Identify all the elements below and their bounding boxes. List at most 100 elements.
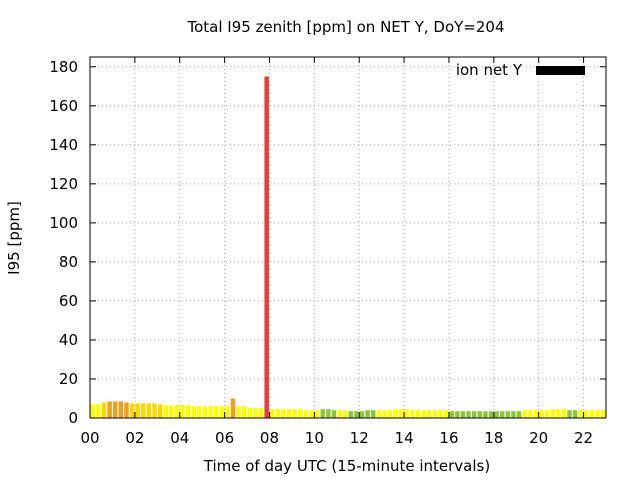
bar: [225, 406, 230, 418]
bar: [584, 410, 589, 418]
bar: [303, 410, 309, 418]
bar: [242, 406, 247, 418]
x-tick-label: 06: [215, 429, 234, 447]
y-tick-label: 160: [49, 97, 78, 115]
bar: [236, 406, 241, 418]
bar: [589, 410, 595, 418]
x-tick-label: 10: [305, 429, 324, 447]
y-tick-label: 80: [59, 253, 78, 271]
bar: [174, 405, 180, 418]
bar: [270, 409, 275, 418]
bar: [415, 410, 421, 418]
legend-label: ion net Y: [456, 61, 523, 79]
bar: [124, 402, 129, 418]
bar: [516, 411, 522, 418]
bar: [561, 409, 567, 418]
bar: [522, 410, 527, 418]
bar: [169, 405, 174, 418]
bar: [449, 411, 455, 418]
x-tick-label: 08: [260, 429, 279, 447]
x-tick-label: 12: [350, 429, 369, 447]
bar: [578, 410, 584, 418]
bar: [533, 410, 539, 418]
y-tick-label: 140: [49, 136, 78, 154]
x-tick-label: 20: [529, 429, 548, 447]
bar: [572, 410, 578, 418]
bar: [281, 409, 286, 418]
x-tick-label: 16: [439, 429, 458, 447]
bar: [101, 402, 107, 418]
y-axis-label: I95 [ppm]: [5, 201, 23, 275]
bar: [500, 411, 505, 418]
bar: [247, 408, 253, 418]
bar: [393, 409, 398, 418]
bar: [157, 404, 163, 418]
bar: [600, 410, 606, 418]
bar: [483, 411, 488, 418]
bar: [371, 410, 376, 418]
bar: [460, 411, 466, 418]
bar: [180, 405, 185, 418]
bars: [90, 76, 606, 418]
x-tick-label: 00: [80, 429, 99, 447]
bar: [146, 403, 152, 418]
bar: [286, 409, 292, 418]
bar: [298, 409, 303, 418]
bar: [185, 405, 191, 418]
bar: [477, 411, 483, 418]
bar: [163, 405, 168, 418]
bar: [494, 411, 499, 418]
bar: [141, 403, 146, 418]
bar: [427, 410, 432, 418]
y-tick-label: 120: [49, 175, 78, 193]
x-tick-label: 02: [125, 429, 144, 447]
bar: [539, 410, 544, 418]
y-tick-label: 180: [49, 58, 78, 76]
bar: [365, 410, 370, 418]
bar: [432, 410, 438, 418]
bar: [337, 410, 342, 418]
bar: [331, 410, 337, 418]
bar: [455, 411, 460, 418]
x-tick-labels: 00 02 04 06 08 10 12 14 16 18 20 22: [80, 429, 593, 447]
bar: [443, 410, 449, 418]
bar: [505, 411, 511, 418]
legend: ion net Y: [456, 61, 585, 79]
bar: [208, 406, 213, 418]
bar: [292, 409, 297, 418]
bar: [275, 409, 281, 418]
bar: [152, 403, 157, 418]
bar: [359, 411, 365, 418]
bar: [421, 410, 426, 418]
bar: [202, 406, 208, 418]
bar: [348, 411, 354, 418]
bar: [96, 404, 101, 418]
bar: [511, 411, 516, 418]
bar: [113, 401, 118, 418]
bar: [191, 406, 197, 418]
bar: [314, 410, 320, 418]
bar: [382, 410, 387, 418]
bar: [354, 411, 359, 418]
x-tick-label: 22: [574, 429, 593, 447]
bar: [135, 403, 140, 418]
bar: [90, 404, 96, 418]
bar: [550, 409, 555, 418]
bar: [309, 410, 314, 418]
bar: [595, 410, 600, 418]
bar: [399, 409, 404, 418]
x-tick-label: 14: [395, 429, 414, 447]
legend-swatch: [536, 66, 585, 75]
bar: [118, 401, 124, 418]
y-tick-label: 100: [49, 214, 78, 232]
x-tick-label: 04: [170, 429, 189, 447]
x-axis-label: Time of day UTC (15-minute intervals): [203, 457, 490, 475]
bar: [129, 403, 135, 418]
y-tick-label: 40: [59, 331, 78, 349]
bar: [438, 410, 443, 418]
bar: [342, 410, 348, 418]
x-tick-label: 18: [484, 429, 503, 447]
bar: [387, 410, 393, 418]
bar: [320, 409, 326, 418]
